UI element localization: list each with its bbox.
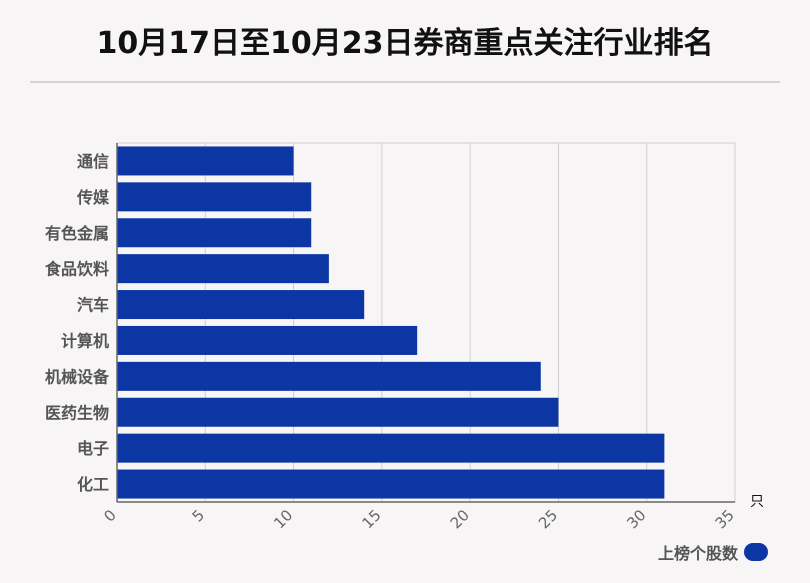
bar-食品饮料 bbox=[117, 254, 329, 284]
category-label: 计算机 bbox=[61, 331, 109, 350]
x-tick-label: 35 bbox=[712, 506, 738, 532]
category-label: 汽车 bbox=[77, 296, 109, 315]
title-divider bbox=[30, 81, 780, 83]
category-label: 机械设备 bbox=[45, 367, 110, 386]
x-tick-label: 20 bbox=[447, 506, 473, 532]
bar-机械设备 bbox=[117, 361, 541, 391]
bar-化工 bbox=[117, 469, 665, 499]
legend[interactable]: 上榜个股数 bbox=[658, 540, 768, 564]
x-tick-label: 5 bbox=[189, 506, 208, 525]
bar-传媒 bbox=[117, 182, 312, 212]
bar-计算机 bbox=[117, 325, 418, 355]
chart-title: 10月17日至10月23日券商重点关注行业排名 bbox=[96, 26, 714, 61]
bar-医药生物 bbox=[117, 397, 559, 427]
x-unit-label: 只 bbox=[750, 494, 764, 510]
x-tick-label: 0 bbox=[100, 506, 119, 525]
bar-通信 bbox=[117, 146, 294, 176]
bar-有色金属 bbox=[117, 218, 312, 248]
category-label: 化工 bbox=[77, 475, 109, 494]
legend-label: 上榜个股数 bbox=[657, 544, 738, 563]
category-label: 有色金属 bbox=[45, 224, 109, 243]
x-tick-label: 30 bbox=[623, 506, 649, 532]
category-label: 通信 bbox=[77, 152, 109, 171]
legend-swatch bbox=[744, 543, 768, 561]
x-tick-label: 25 bbox=[535, 506, 561, 532]
category-label: 电子 bbox=[77, 439, 109, 458]
bar-电子 bbox=[117, 433, 665, 463]
bar-汽车 bbox=[117, 290, 365, 320]
x-tick-label: 15 bbox=[358, 506, 384, 532]
category-label: 医药生物 bbox=[45, 403, 109, 422]
category-label: 传媒 bbox=[76, 188, 110, 207]
category-label: 食品饮料 bbox=[44, 260, 109, 279]
x-tick-label: 10 bbox=[270, 506, 296, 532]
